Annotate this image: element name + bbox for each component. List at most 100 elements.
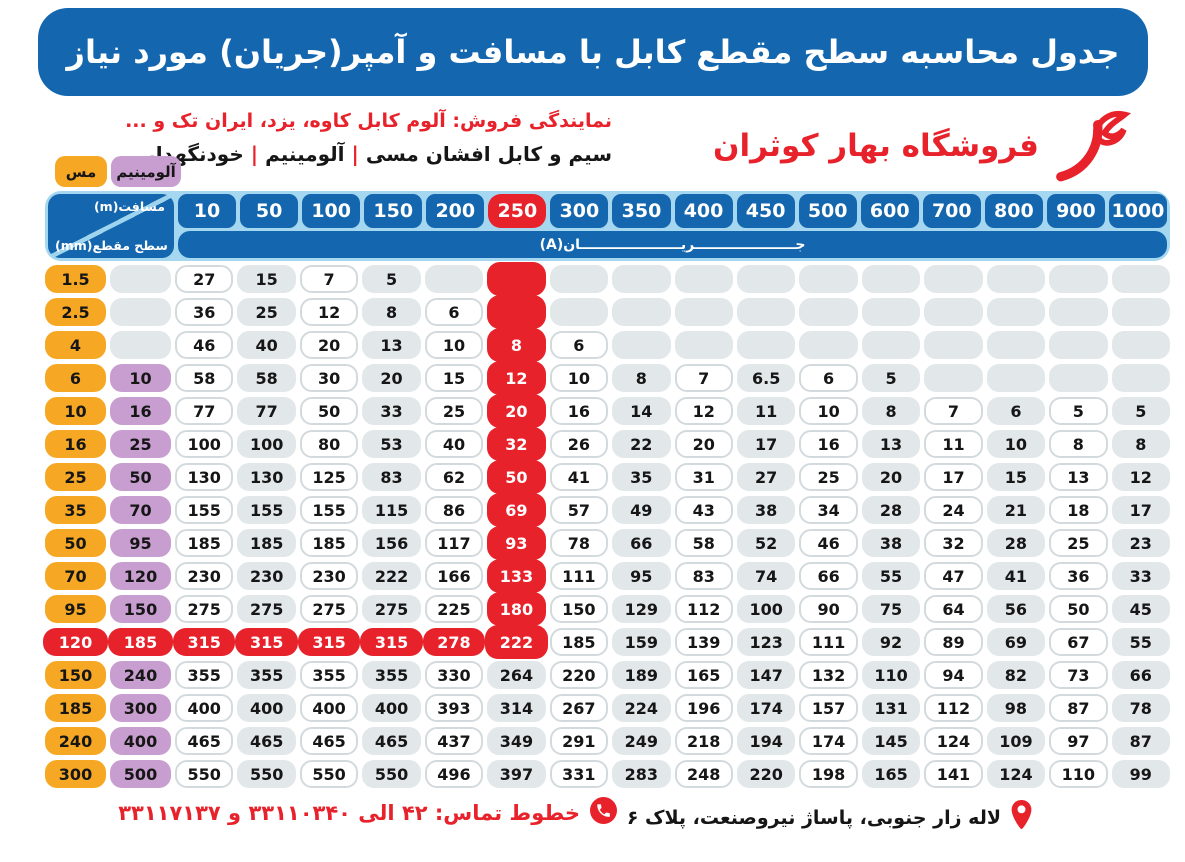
value-cell [799,265,858,293]
value-cell: 185 [549,628,609,656]
table-header: مسافت(m) سطح مقطع(mm) جـــــــــــــــــ… [45,191,1170,261]
value-cell: 75 [861,595,921,623]
cross-section-axis-label: سطح مقطع(mm) [55,238,168,253]
products-line: سیم و کابل افشان مسی|آلومینیم|خودنگهدار [144,142,612,166]
value-cell: 10 [424,331,484,359]
value-cell: 275 [237,595,296,623]
value-cell: 25 [424,397,484,425]
distance-axis-label: مسافت(m) [93,199,165,214]
value-cell: 230 [299,562,359,590]
value-cell: 111 [799,628,858,656]
value-cell: 278 [422,628,486,656]
column-header-450: 450 [736,194,795,228]
value-cell: 13 [861,430,921,458]
value-cell: 156 [362,529,421,557]
phone-line: خطوط تماس: ۴۲ الی ۳۳۱۱۰۳۴۰ و ۳۳۱۱۷۱۳۷ [118,797,617,829]
value-cell: 165 [861,760,921,788]
phone-icon [590,797,617,829]
value-cell: 264 [487,661,546,689]
value-cell: 46 [175,331,234,359]
value-cell: 180 [487,592,546,626]
column-header-500: 500 [798,194,857,228]
legend-copper: مس [55,156,107,187]
value-cell: 355 [362,661,421,689]
value-cell: 99 [1111,760,1170,788]
value-cell [612,331,671,359]
value-cell: 53 [362,430,421,458]
table-body: 1.5 27 15 7 5 2.5 36 25 12 8 6 4 46 40 20 13 10 8 6 6 10 58 58… [43,262,1170,788]
value-cell [861,298,921,326]
value-cell: 196 [674,694,733,722]
value-cell: 69 [487,493,546,527]
value-cell: 198 [799,760,858,788]
value-cell: 32 [924,529,983,557]
value-cell: 41 [986,562,1046,590]
value-cell: 315 [360,628,423,656]
value-cell: 465 [175,727,234,755]
value-cell: 27 [175,265,234,293]
value-cell: 97 [1049,727,1108,755]
value-cell: 194 [736,727,796,755]
value-cell: 129 [612,595,671,623]
row-header-aluminum: 25 [110,430,171,458]
value-cell: 349 [487,727,546,755]
value-cell: 25 [799,463,858,491]
value-cell: 10 [549,364,609,392]
row-header-aluminum: 95 [110,529,171,557]
row-header-copper: 1.5 [45,265,106,293]
value-cell [1049,364,1108,392]
value-cell: 230 [175,562,234,590]
row-header-aluminum [110,298,171,326]
phone-text: خطوط تماس: ۴۲ الی ۳۳۱۱۰۳۴۰ و ۳۳۱۱۷۱۳۷ [118,801,580,825]
column-header-100: 100 [302,194,361,228]
value-cell: 400 [362,694,421,722]
value-cell: 20 [861,463,921,491]
value-cell: 80 [299,430,359,458]
value-cell: 174 [736,694,796,722]
value-cell: 12 [674,397,733,425]
value-cell: 397 [487,760,546,788]
value-cell: 6 [986,397,1046,425]
value-cell: 111 [549,562,609,590]
value-cell: 78 [549,529,609,557]
row-header-aluminum: 400 [110,727,171,755]
value-cell: 21 [986,496,1046,524]
value-cell: 7 [299,265,359,293]
value-cell: 393 [424,694,484,722]
value-cell: 33 [1111,562,1170,590]
product-item: سیم و کابل افشان مسی [365,142,612,166]
value-cell: 73 [1049,661,1108,689]
row-header-aluminum: 500 [110,760,171,788]
value-cell: 62 [424,463,484,491]
value-cell: 110 [1049,760,1108,788]
value-cell [487,295,546,329]
value-cell: 13 [362,331,421,359]
value-cell: 20 [487,394,546,428]
value-cell: 26 [549,430,609,458]
value-cell: 17 [1111,496,1170,524]
page-title-text: جدول محاسبه سطح مقطع کابل با مسافت و آمپ… [66,33,1120,71]
value-cell: 23 [1111,529,1170,557]
value-cell: 22 [612,430,671,458]
column-header-250: 250 [488,194,547,228]
value-cell: 25 [1049,529,1108,557]
value-cell: 185 [299,529,359,557]
value-cell: 83 [674,562,733,590]
row-header-copper: 120 [43,628,108,656]
value-cell: 20 [362,364,421,392]
value-cell: 46 [799,529,858,557]
value-cell: 7 [674,364,733,392]
value-cell: 218 [674,727,733,755]
logo-bird-icon [1049,104,1133,188]
value-cell: 31 [674,463,733,491]
value-cell: 13 [1049,463,1108,491]
value-cell [736,298,796,326]
value-cell: 139 [674,628,733,656]
value-cell [986,298,1046,326]
value-cell: 220 [549,661,609,689]
value-cell: 110 [861,661,921,689]
value-cell: 15 [986,463,1046,491]
value-cell: 86 [424,496,484,524]
value-cell: 283 [612,760,671,788]
value-cell: 40 [237,331,296,359]
